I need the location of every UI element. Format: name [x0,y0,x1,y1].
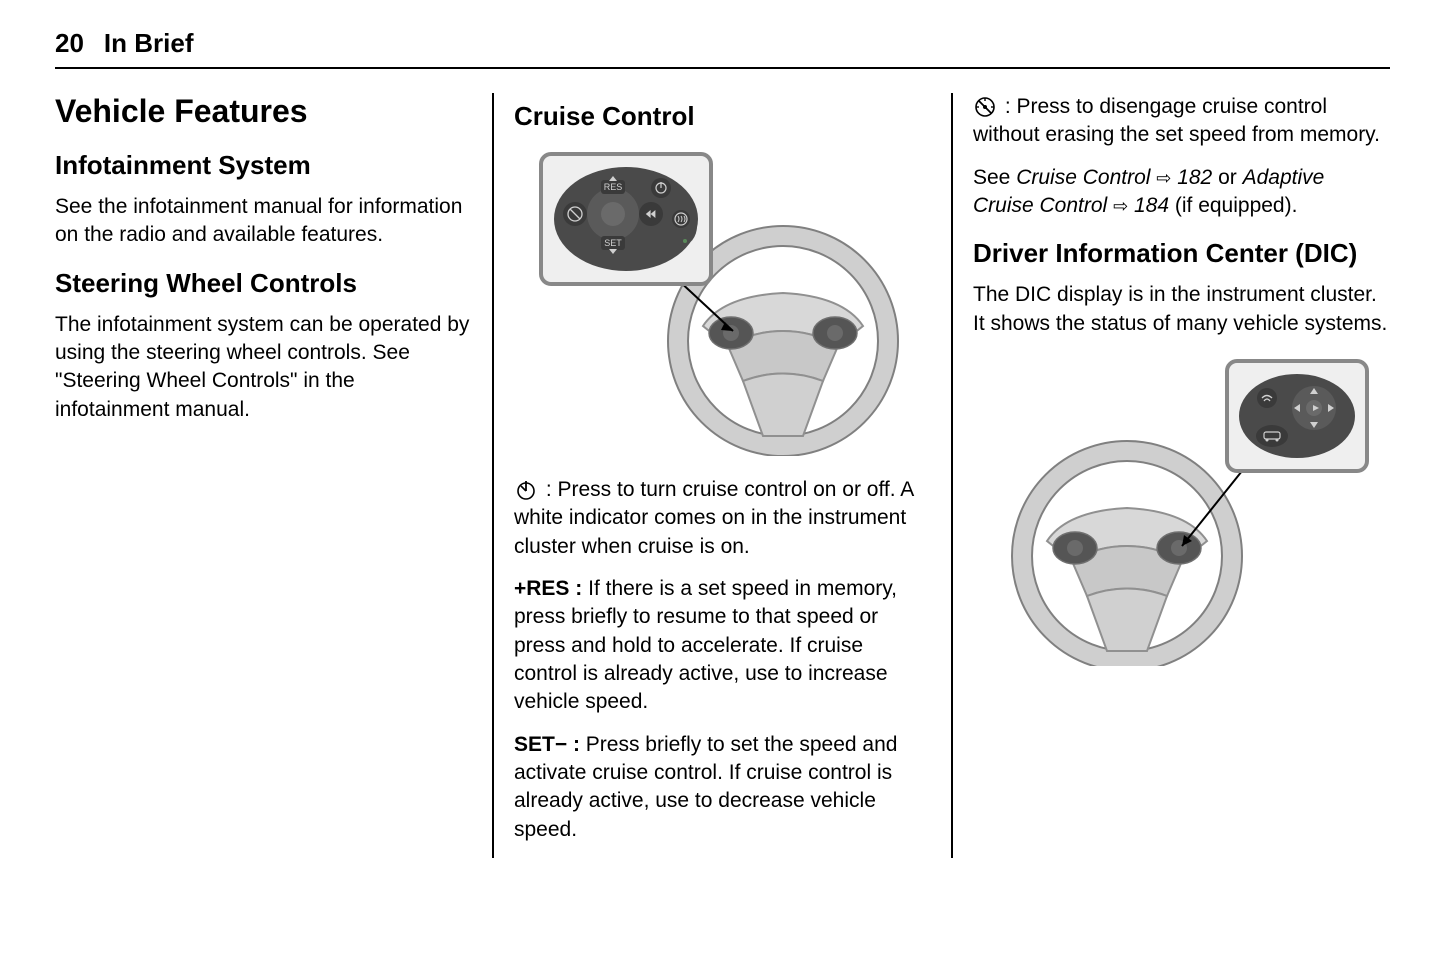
cruise-on-off-text: : Press to turn cruise control on or off… [514,478,913,558]
link-arrow-icon: ⇨ [1156,166,1171,190]
page-number: 20 [55,28,84,59]
cruise-res-item: +RES : If there is a set speed in memory… [514,575,931,717]
cruise-see-refs: See Cruise Control ⇨ 182 or Adaptive Cru… [973,164,1390,221]
ref-or: or [1212,166,1242,189]
cruise-on-off-item: : Press to turn cruise control on or off… [514,476,931,561]
column-3: : Press to disengage cruise control with… [953,93,1390,858]
cruise-cancel-item: : Press to disengage cruise control with… [973,93,1390,150]
cruise-cancel-text: : Press to disengage cruise control with… [973,95,1380,146]
set-label: SET [604,238,622,248]
steering-controls-body: The infotainment system can be operated … [55,311,472,424]
dic-body: The DIC display is in the instrument clu… [973,281,1390,338]
ref-suffix: (if equipped). [1169,194,1297,217]
infotainment-heading: Infotainment System [55,150,472,181]
cruise-ref-1-page: 182 [1171,166,1212,189]
steering-controls-heading: Steering Wheel Controls [55,268,472,299]
cruise-control-heading: Cruise Control [514,101,931,132]
chapter-title: In Brief [104,28,194,59]
res-label: RES [603,182,622,192]
link-arrow-icon: ⇨ [1113,194,1128,218]
cruise-ref-1: Cruise Control [1016,166,1156,189]
page-header: 20 In Brief [55,28,1390,69]
res-label-text: +RES : [514,577,588,600]
dic-wheel-svg [992,356,1372,666]
dic-heading: Driver Information Center (DIC) [973,238,1390,269]
content-columns: Vehicle Features Infotainment System See… [55,93,1390,858]
cruise-power-icon [514,478,538,502]
cruise-cancel-icon [973,95,997,119]
main-heading: Vehicle Features [55,93,472,130]
set-label-text: SET− : [514,733,586,756]
cruise-ref-2-page: 184 [1128,194,1169,217]
column-2: Cruise Control [494,93,951,858]
cruise-set-item: SET− : Press briefly to set the speed an… [514,731,931,844]
column-1: Vehicle Features Infotainment System See… [55,93,492,858]
cruise-control-figure: RES SET [514,146,931,456]
cruise-wheel-svg: RES SET [533,146,913,456]
infotainment-body: See the infotainment manual for informat… [55,193,472,250]
see-prefix: See [973,166,1016,189]
dic-figure [973,356,1390,666]
